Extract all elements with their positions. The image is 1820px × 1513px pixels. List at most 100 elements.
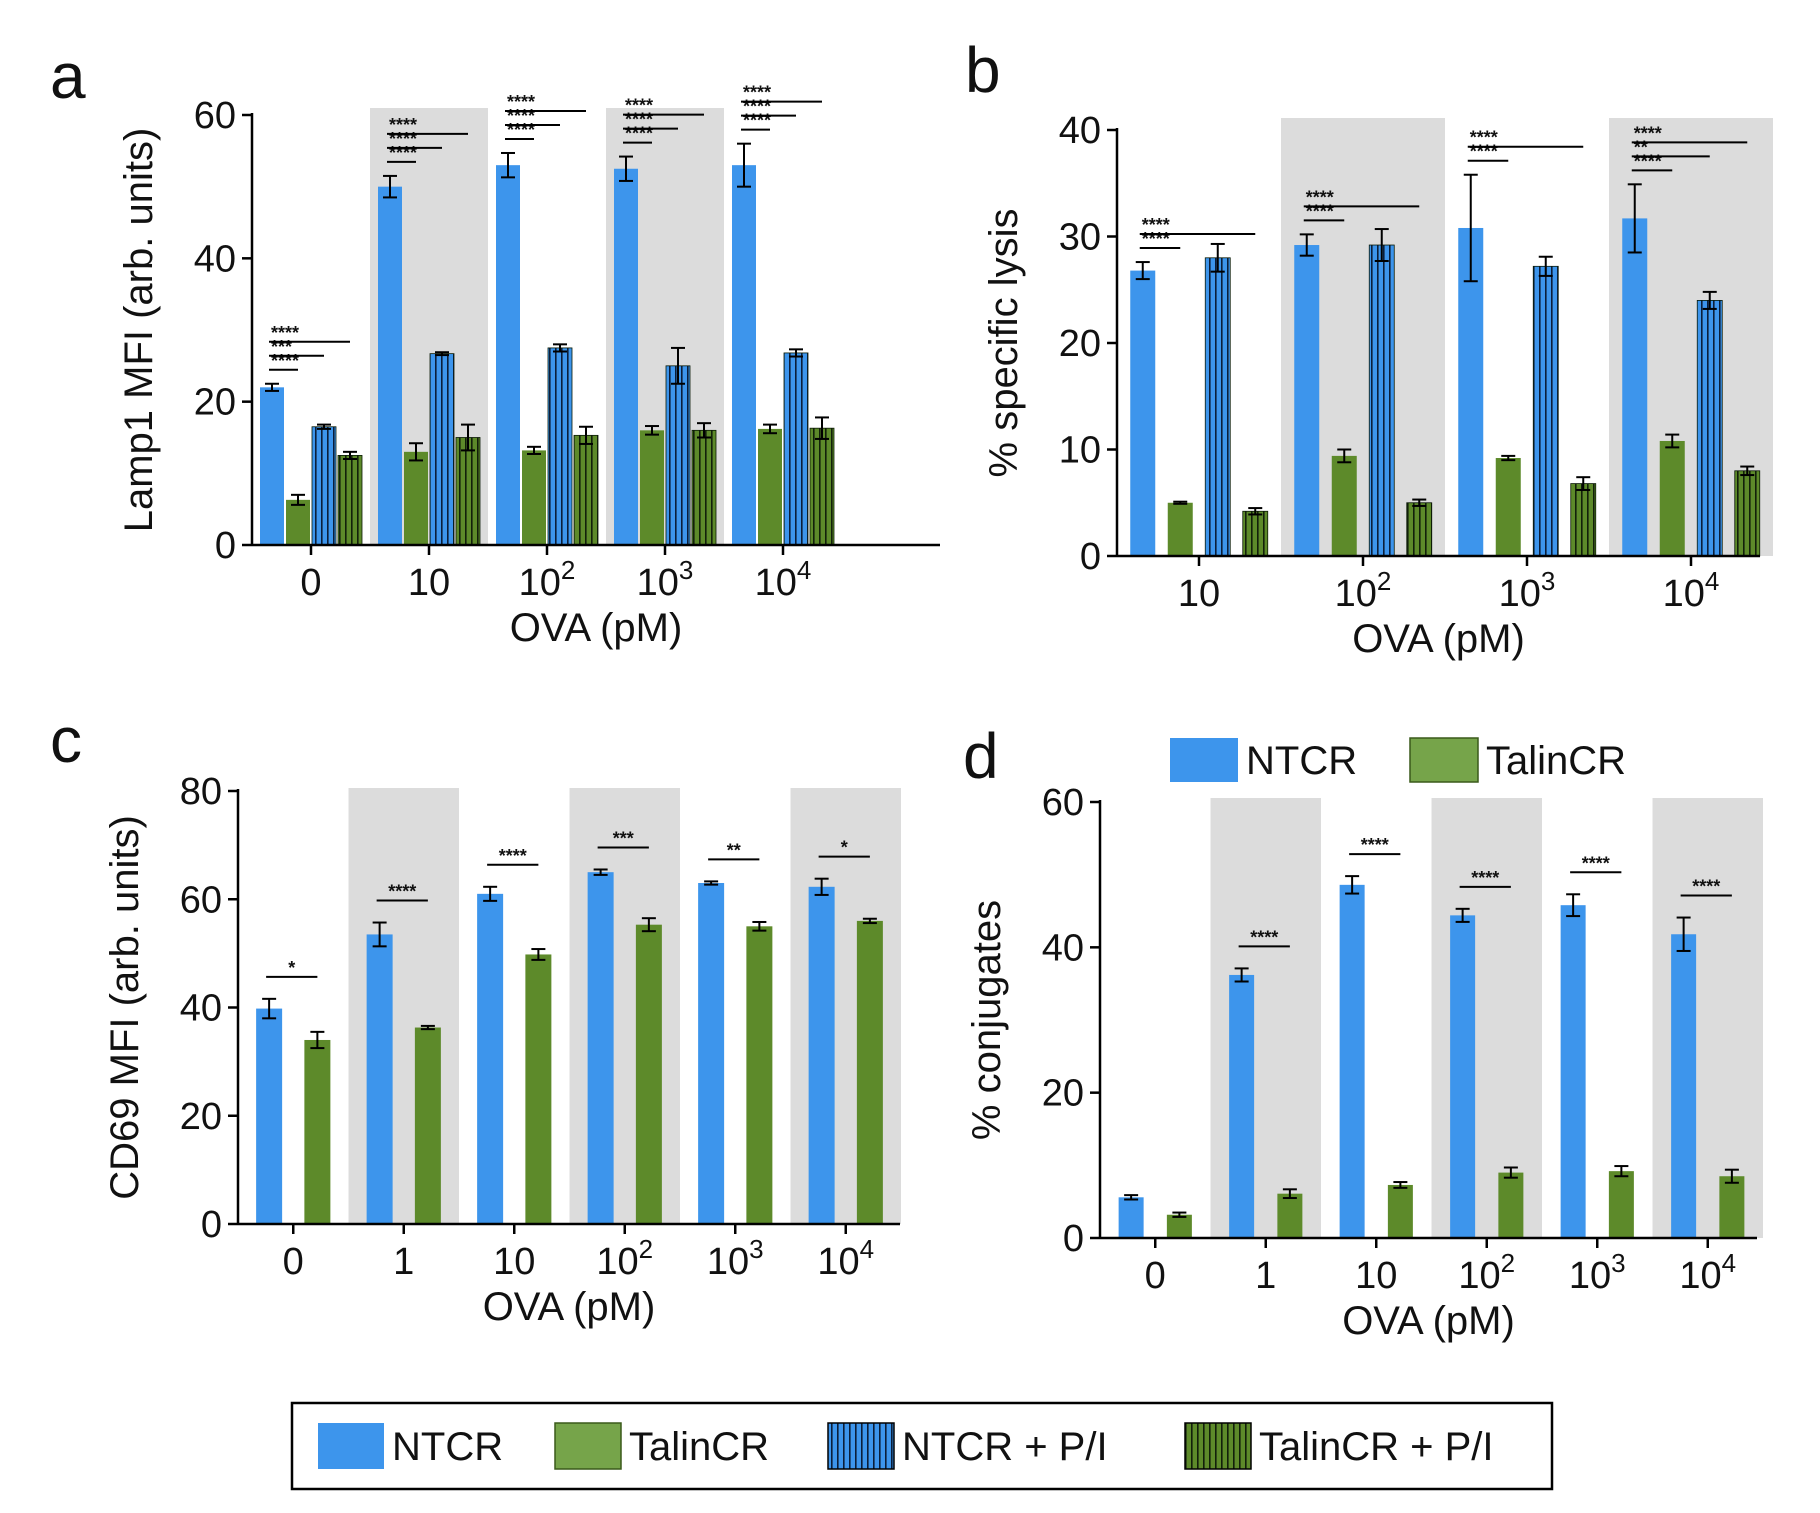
y-tick-label: 30 <box>1059 217 1101 259</box>
legend-d: NTCR TalinCR <box>1170 737 1626 783</box>
x-tick-base: 10 <box>817 1241 859 1283</box>
significance-label: **** <box>499 846 527 866</box>
bar <box>587 872 614 1224</box>
panel-letter: d <box>963 720 999 792</box>
legend-label: NTCR + P/I <box>902 1425 1108 1469</box>
bar <box>1458 227 1484 557</box>
significance-label: **** <box>1361 835 1389 855</box>
x-tick-superscript: 4 <box>797 555 811 585</box>
x-tick-label: 0 <box>1145 1255 1166 1297</box>
bar <box>414 1027 441 1224</box>
bar <box>522 450 546 545</box>
bar <box>1495 458 1521 556</box>
x-tick-label: 10 <box>408 562 450 604</box>
significance-label: **** <box>1470 128 1498 148</box>
bar <box>378 186 402 545</box>
bar <box>496 165 520 545</box>
panels: *********************** *****************… <box>50 34 1773 1343</box>
x-tick-superscript: 3 <box>749 1234 763 1264</box>
legend-swatch <box>827 1422 895 1470</box>
bar <box>1277 1193 1303 1238</box>
bar <box>1532 265 1559 557</box>
x-tick-label: 102 <box>519 555 576 604</box>
bar <box>525 954 552 1224</box>
x-tick-base: 10 <box>755 562 797 604</box>
y-tick-label: 20 <box>1059 323 1101 365</box>
shaded-band <box>1652 798 1763 1238</box>
y-tick-label: 10 <box>1059 430 1101 472</box>
significance-label: **** <box>388 882 416 902</box>
legend-label: TalinCR <box>1486 739 1626 783</box>
y-tick-label: 20 <box>194 382 236 424</box>
significance-label: **** <box>1250 927 1278 947</box>
legend-box <box>290 1401 1554 1491</box>
legend-swatch <box>1409 737 1479 783</box>
bar <box>1368 244 1395 557</box>
y-tick-label: 80 <box>180 771 222 813</box>
x-tick-label: 1 <box>1255 1255 1276 1297</box>
bar <box>1406 502 1433 557</box>
significance-label: **** <box>1306 187 1334 207</box>
x-tick-superscript: 2 <box>639 1234 653 1264</box>
legend-label: NTCR <box>392 1425 503 1469</box>
significance-label: **** <box>507 92 535 112</box>
bar <box>1734 470 1761 557</box>
bar <box>1242 510 1269 557</box>
bar <box>665 365 691 546</box>
y-tick-label: 60 <box>1042 782 1084 824</box>
panel-letter: a <box>50 40 86 112</box>
bar <box>808 886 835 1224</box>
legend-swatch <box>1170 738 1238 782</box>
x-tick-label: 102 <box>1335 566 1392 615</box>
bar <box>1671 934 1697 1238</box>
x-tick-base: 1 <box>1255 1255 1276 1297</box>
x-tick-label: 103 <box>1499 566 1556 615</box>
legend-swatch <box>1184 1422 1252 1470</box>
y-tick-label: 20 <box>180 1096 222 1138</box>
significance-label: ** <box>727 840 741 860</box>
x-tick-label: 10 <box>1355 1255 1397 1297</box>
y-axis-title: % specific lysis <box>982 209 1026 478</box>
y-axis-title: Lamp1 MFI (arb. units) <box>117 128 161 533</box>
x-tick-base: 1 <box>393 1241 414 1283</box>
bar <box>547 347 573 546</box>
x-tick-label: 103 <box>637 555 694 604</box>
y-axis-title: CD69 MFI (arb. units) <box>103 815 147 1200</box>
y-tick-label: 0 <box>1080 536 1101 578</box>
y-tick-label: 40 <box>180 988 222 1030</box>
x-axis-title: OVA (pM) <box>1342 1299 1515 1343</box>
y-tick-label: 40 <box>1042 927 1084 969</box>
bar <box>758 428 782 545</box>
bar <box>1339 884 1365 1238</box>
x-tick-label: 104 <box>1663 566 1720 615</box>
x-tick-superscript: 2 <box>561 555 575 585</box>
shaded-band <box>1210 798 1321 1238</box>
legend-label: TalinCR + P/I <box>1259 1425 1494 1469</box>
x-tick-superscript: 3 <box>1611 1248 1625 1278</box>
bar <box>429 353 455 546</box>
bar <box>477 893 504 1224</box>
shaded-band <box>1431 798 1542 1238</box>
significance-label: **** <box>389 115 417 135</box>
x-tick-label: 10 <box>493 1241 535 1283</box>
significance-label: **** <box>1582 853 1610 873</box>
legend-bottom: NTCR TalinCR NTCR + P/I TalinCR + P/I <box>290 1401 1554 1491</box>
significance-label: **** <box>625 96 653 116</box>
bar <box>732 165 756 545</box>
x-tick-label: 0 <box>300 562 321 604</box>
x-tick-base: 10 <box>1679 1255 1721 1297</box>
bar <box>1229 974 1255 1238</box>
x-tick-label: 103 <box>1569 1248 1626 1297</box>
bar <box>455 437 481 546</box>
legend-label: TalinCR <box>629 1425 769 1469</box>
significance-label: **** <box>743 83 771 103</box>
x-tick-base: 0 <box>283 1241 304 1283</box>
bar <box>1659 440 1685 556</box>
x-tick-base: 10 <box>1335 573 1377 615</box>
x-tick-base: 10 <box>519 562 561 604</box>
significance-label: * <box>288 958 295 978</box>
bar <box>614 168 638 545</box>
